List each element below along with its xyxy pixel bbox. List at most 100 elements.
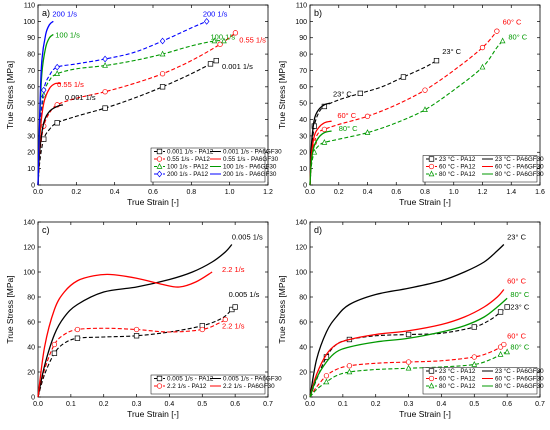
x-tick-label-c: 0.4	[165, 401, 175, 408]
legend-label-a-1: 0.55 1/s - PA12	[167, 156, 210, 163]
x-tick-label-d: 0.3	[404, 401, 414, 408]
data-point-a-2	[211, 37, 218, 44]
data-point-a-3	[54, 63, 60, 71]
legend-label-d-3: 23 °C - PA6GF30	[495, 367, 544, 375]
x-tick-label-c: 0.3	[132, 401, 142, 408]
series-line-d-4	[309, 289, 505, 398]
data-point-b-2	[422, 106, 428, 112]
legend-marker-d-2	[428, 382, 435, 389]
data-point-d-1	[501, 341, 507, 348]
x-tick-label-b: 1.0	[449, 189, 459, 196]
y-tick-label-b: 100	[295, 19, 307, 26]
annotation-d-5: 80° C	[510, 343, 529, 352]
annotation-b-1: 60° C	[337, 111, 356, 120]
y-tick-label-d: 80	[299, 294, 307, 301]
annotation-a-0: 200 1/s	[52, 9, 77, 18]
data-point-b-2	[479, 63, 486, 70]
annotation-d-0: 23° C	[507, 233, 526, 242]
data-point-a-2	[54, 70, 61, 76]
legend-marker-d-0	[428, 368, 435, 374]
annotation-d-4: 60° C	[507, 331, 526, 340]
y-tick-label-d: 20	[299, 369, 307, 376]
annotation-a-2: 0.55 1/s	[57, 80, 84, 89]
y-tick-label-b: 40	[299, 117, 307, 124]
y-tick-label-c: 20	[27, 369, 35, 376]
legend-label-b-1: 60 °C - PA12	[439, 163, 476, 171]
x-tick-label-d: 0.0	[305, 401, 315, 408]
y-tick-label-a: 60	[27, 84, 35, 91]
data-point-b-0	[400, 74, 407, 80]
legend-label-d-0: 23 °C - PA12	[439, 367, 476, 375]
data-point-c-1	[133, 326, 140, 333]
x-tick-label-a: 0.0	[33, 189, 43, 196]
panel-a: 0.0 0.2 0.4 0.6 0.8 1.0 1.2 0 10 20 30 40 50 60 70 80 90…	[5, 2, 282, 207]
y-tick-label-b: 20	[299, 150, 307, 157]
x-axis-title-c: True Strain [-]	[127, 409, 179, 419]
y-tick-label-a: 80	[27, 51, 35, 58]
annotation-c-1: 2.2 1/s	[222, 265, 245, 274]
series-line-d-0	[309, 306, 508, 398]
data-point-b-1	[364, 113, 371, 119]
legend-label-a-2: 100 1/s - PA12	[167, 164, 209, 171]
y-tick-label-a: 20	[27, 150, 35, 157]
data-point-b-1	[422, 87, 428, 93]
data-point-b-0	[357, 90, 363, 97]
data-point-a-1	[102, 89, 108, 95]
data-point-a-2	[159, 50, 166, 57]
y-tick-label-b: 0	[303, 182, 307, 189]
data-point-d-1	[346, 363, 353, 369]
panel-label-b: b)	[314, 8, 322, 18]
series-line-d-5	[309, 297, 508, 398]
data-point-b-0	[311, 123, 317, 129]
series-line-b-1	[309, 30, 498, 186]
y-tick-label-c: 100	[23, 269, 35, 276]
data-point-b-2	[499, 37, 506, 44]
y-tick-label-b: 110	[296, 2, 307, 9]
x-tick-label-b: 0.0	[305, 189, 315, 196]
data-point-a-1	[232, 30, 239, 36]
y-axis-title-d: True Stress [MPa]	[277, 275, 287, 343]
data-point-a-0	[102, 105, 108, 111]
data-point-d-1	[405, 359, 412, 365]
series-line-d-3	[309, 244, 505, 398]
x-tick-label-d: 0.4	[437, 401, 447, 408]
annotation-b-0: 23° C	[333, 90, 352, 99]
annotation-a-4: 200 1/s	[203, 9, 228, 18]
annotation-b-5: 80° C	[508, 32, 527, 41]
legend-marker-b-2	[428, 170, 435, 177]
annotation-d-3: 23° C	[510, 303, 529, 312]
y-tick-label-a: 10	[27, 166, 35, 173]
x-tick-label-a: 0.2	[71, 189, 81, 196]
data-point-a-2	[221, 37, 227, 44]
data-point-a-2	[102, 62, 108, 68]
data-point-d-1	[471, 354, 477, 360]
y-tick-label-d: 40	[299, 344, 307, 351]
annotation-b-3: 23° C	[442, 47, 461, 56]
y-tick-label-a: 70	[27, 68, 35, 75]
legend-label-b-4: 60 °C - PA6GF30	[495, 163, 544, 171]
x-tick-label-b: 1.4	[506, 189, 516, 196]
annotation-c-0: 0.005 1/s	[232, 233, 263, 242]
x-tick-label-d: 0.7	[535, 401, 545, 408]
data-point-d-2	[504, 348, 511, 355]
data-point-a-3	[159, 37, 166, 45]
x-tick-label-c: 0.5	[197, 401, 207, 408]
y-tick-label-a: 50	[27, 101, 35, 108]
x-tick-label-d: 0.1	[338, 401, 348, 408]
series-line-c-2	[37, 244, 233, 398]
y-tick-label-c: 140	[23, 219, 35, 226]
legend-label-c-3: 2.2 1/s - PA6GF30	[223, 383, 275, 390]
y-tick-label-c: 0	[31, 394, 35, 401]
y-tick-label-b: 30	[299, 133, 307, 140]
legend-marker-d-1	[428, 375, 435, 382]
y-tick-label-a: 30	[27, 133, 35, 140]
legend-marker-c-1	[156, 383, 163, 389]
legend-marker-c-0	[156, 375, 163, 382]
data-point-a-0	[213, 57, 219, 64]
x-tick-label-b: 0.6	[391, 189, 401, 196]
annotation-b-2: 80° C	[339, 124, 358, 133]
panel-c: 0.0 0.1 0.2 0.3 0.4 0.5 0.6 0.7 0 20 40 60 80 100 120 1…	[5, 219, 282, 419]
legend-frame-b	[422, 155, 538, 183]
data-point-d-0	[405, 331, 412, 338]
